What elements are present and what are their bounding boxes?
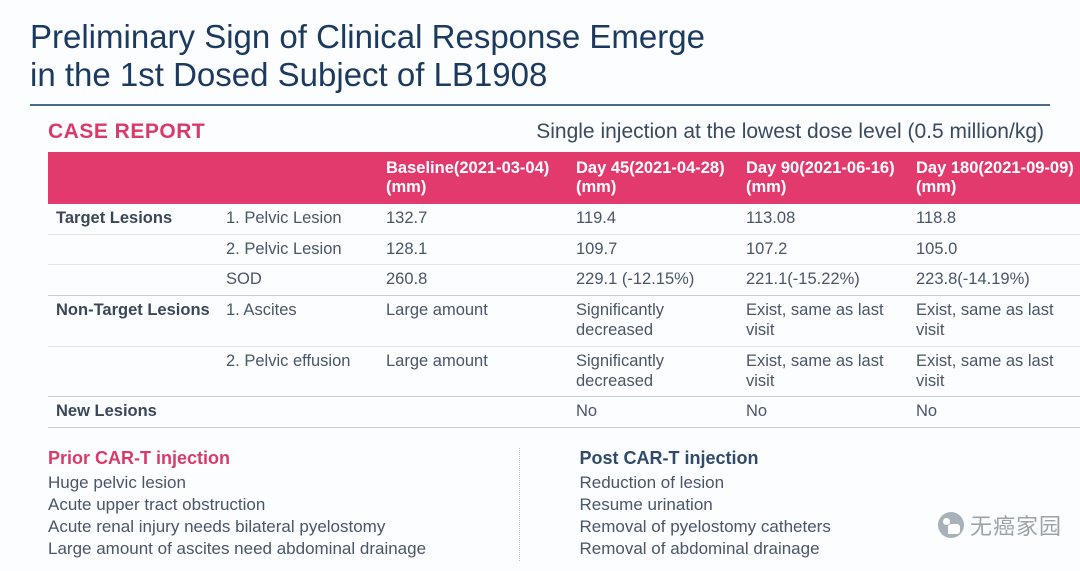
- cell: [378, 397, 568, 428]
- dose-subtitle: Single injection at the lowest dose leve…: [536, 120, 1044, 144]
- cell: 105.0: [908, 234, 1080, 265]
- slide: Preliminary Sign of Clinical Response Em…: [0, 0, 1080, 561]
- notes-post-title: Post CAR-T injection: [580, 448, 1031, 469]
- col-header-4: Day 90(2021-06-16) (mm): [738, 152, 908, 204]
- notes-item: Reduction of lesion: [580, 472, 1031, 494]
- cell: 260.8: [378, 265, 568, 296]
- cell: Exist, same as last visit: [738, 296, 908, 347]
- cell: Exist, same as last visit: [908, 296, 1080, 347]
- cell: Significantly decreased: [568, 346, 738, 397]
- table-body: Target Lesions1. Pelvic Lesion132.7119.4…: [48, 204, 1080, 428]
- cell: No: [908, 397, 1080, 428]
- subheader: CASE REPORT Single injection at the lowe…: [30, 120, 1050, 144]
- slide-title: Preliminary Sign of Clinical Response Em…: [30, 18, 1050, 94]
- lesion-table: Baseline(2021-03-04) (mm)Day 45(2021-04-…: [48, 152, 1080, 428]
- row-section-head: [48, 265, 218, 296]
- cell: 229.1 (-12.15%): [568, 265, 738, 296]
- wechat-icon: [938, 512, 964, 538]
- cell: Large amount: [378, 346, 568, 397]
- notes-item: Large amount of ascites need abdominal d…: [48, 538, 499, 560]
- cell: 107.2: [738, 234, 908, 265]
- cell: 118.8: [908, 204, 1080, 234]
- cell: 1. Ascites: [218, 296, 378, 347]
- watermark: 无癌家园: [938, 509, 1062, 541]
- row-section-head: Target Lesions: [48, 204, 218, 234]
- notes-item: Acute upper tract obstruction: [48, 494, 499, 516]
- table-row: New LesionsNoNoNo: [48, 397, 1080, 428]
- cell: No: [568, 397, 738, 428]
- cell: SOD: [218, 265, 378, 296]
- notes-row: Prior CAR-T injection Huge pelvic lesion…: [30, 448, 1050, 560]
- cell: 119.4: [568, 204, 738, 234]
- cell: Significantly decreased: [568, 296, 738, 347]
- cell: Exist, same as last visit: [908, 346, 1080, 397]
- title-rule: [30, 104, 1050, 106]
- col-header-2: Baseline(2021-03-04) (mm): [378, 152, 568, 204]
- cell: 113.08: [738, 204, 908, 234]
- col-header-5: Day 180(2021-09-09) (mm): [908, 152, 1080, 204]
- notes-post: Post CAR-T injection Reduction of lesion…: [519, 448, 1051, 560]
- cell: 1. Pelvic Lesion: [218, 204, 378, 234]
- title-line-2: in the 1st Dosed Subject of LB1908: [30, 56, 547, 93]
- col-header-3: Day 45(2021-04-28) (mm): [568, 152, 738, 204]
- cell: 132.7: [378, 204, 568, 234]
- row-section-head: [48, 234, 218, 265]
- cell: 221.1(-15.22%): [738, 265, 908, 296]
- table-row: 2. Pelvic effusionLarge amountSignifican…: [48, 346, 1080, 397]
- notes-prior: Prior CAR-T injection Huge pelvic lesion…: [48, 448, 519, 560]
- row-section-head: [48, 346, 218, 397]
- row-section-head: Non-Target Lesions: [48, 296, 218, 347]
- table-row: SOD260.8229.1 (-12.15%)221.1(-15.22%)223…: [48, 265, 1080, 296]
- col-header-1: [218, 152, 378, 204]
- cell: Large amount: [378, 296, 568, 347]
- cell: No: [738, 397, 908, 428]
- notes-item: Removal of abdominal drainage: [580, 538, 1031, 560]
- notes-prior-list: Huge pelvic lesionAcute upper tract obst…: [48, 472, 499, 560]
- cell: 128.1: [378, 234, 568, 265]
- row-section-head: New Lesions: [48, 397, 218, 428]
- col-header-0: [48, 152, 218, 204]
- watermark-text: 无癌家园: [970, 509, 1062, 541]
- cell: 2. Pelvic Lesion: [218, 234, 378, 265]
- cell: 109.7: [568, 234, 738, 265]
- notes-item: Acute renal injury needs bilateral pyelo…: [48, 516, 499, 538]
- case-report-label: CASE REPORT: [48, 120, 205, 144]
- cell: [218, 397, 378, 428]
- table-row: Target Lesions1. Pelvic Lesion132.7119.4…: [48, 204, 1080, 234]
- cell: 2. Pelvic effusion: [218, 346, 378, 397]
- title-line-1: Preliminary Sign of Clinical Response Em…: [30, 18, 705, 55]
- cell: 223.8(-14.19%): [908, 265, 1080, 296]
- table-row: Non-Target Lesions1. AscitesLarge amount…: [48, 296, 1080, 347]
- notes-item: Huge pelvic lesion: [48, 472, 499, 494]
- table-header: Baseline(2021-03-04) (mm)Day 45(2021-04-…: [48, 152, 1080, 204]
- table-row: 2. Pelvic Lesion128.1109.7107.2105.0: [48, 234, 1080, 265]
- cell: Exist, same as last visit: [738, 346, 908, 397]
- notes-prior-title: Prior CAR-T injection: [48, 448, 499, 469]
